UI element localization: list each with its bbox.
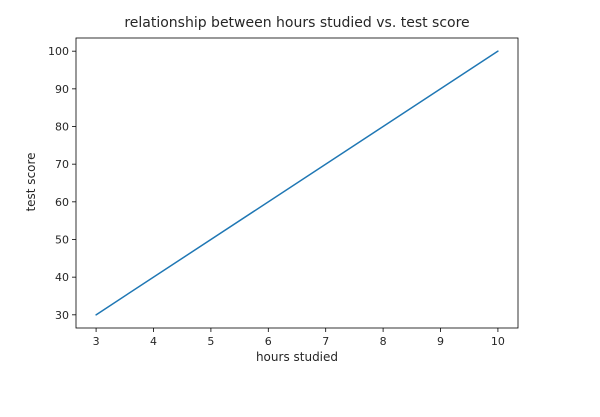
x-tick-label-7: 7 <box>322 335 329 348</box>
x-tick-label-6: 6 <box>265 335 272 348</box>
x-tick-label-10: 10 <box>491 335 505 348</box>
y-tick-label-30: 30 <box>55 309 69 322</box>
x-tick-label-8: 8 <box>380 335 387 348</box>
x-tick-label-5: 5 <box>207 335 214 348</box>
x-tick-label-9: 9 <box>437 335 444 348</box>
plot-area: 3 4 5 6 7 8 9 10 30 40 50 60 70 80 90 100 <box>48 37 519 348</box>
x-tick-label-3: 3 <box>93 335 100 348</box>
series-line-0 <box>95 50 499 316</box>
x-tick-label-4: 4 <box>150 335 157 348</box>
y-tick-label-40: 40 <box>55 271 69 284</box>
chart-title: relationship between hours studied vs. t… <box>124 15 469 31</box>
x-axis-label: hours studied <box>256 350 338 364</box>
y-tick-label-80: 80 <box>55 121 69 134</box>
y-tick-label-60: 60 <box>55 196 69 209</box>
plot-frame <box>75 37 519 329</box>
y-tick-label-90: 90 <box>55 83 69 96</box>
y-axis-label: test score <box>24 152 38 211</box>
y-tick-label-100: 100 <box>48 45 69 58</box>
y-tick-label-50: 50 <box>55 233 69 246</box>
y-tick-label-70: 70 <box>55 158 69 171</box>
